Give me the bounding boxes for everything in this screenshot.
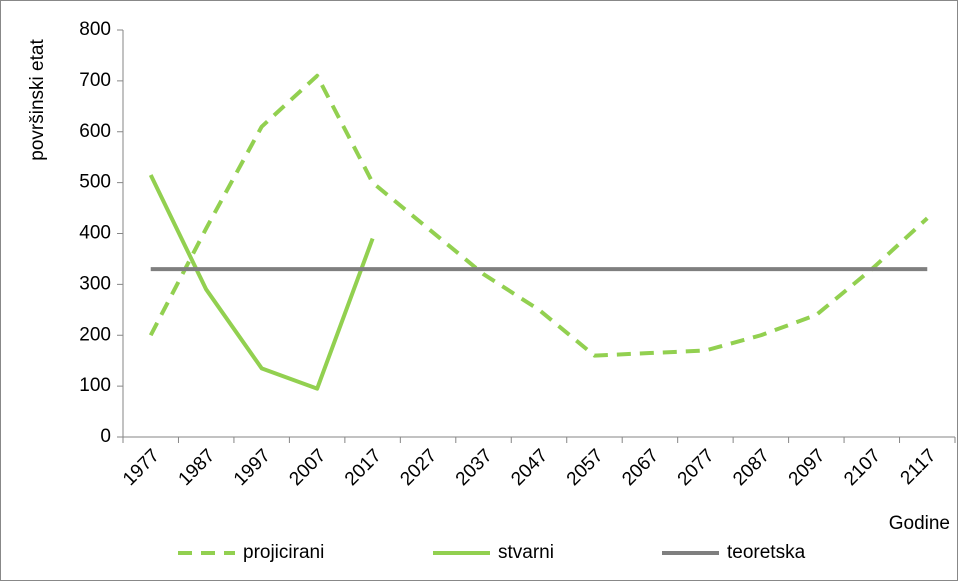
- y-tick-label: 800: [79, 19, 111, 40]
- legend-label: stvarni: [498, 542, 554, 563]
- series-line: [148, 174, 375, 391]
- x-axis-label: Godine: [889, 513, 950, 534]
- y-axis-label: površinski etat: [27, 39, 48, 161]
- y-tick-label: 0: [100, 426, 111, 447]
- y-tick-label: 200: [79, 324, 111, 345]
- y-tick-label: 400: [79, 223, 111, 244]
- y-tick-label: 300: [79, 273, 111, 294]
- y-tick-label: 600: [79, 121, 111, 142]
- legend-label: teoretska: [727, 542, 806, 563]
- legend-label: projicirani: [243, 542, 324, 563]
- series-line: [148, 73, 929, 358]
- y-tick-label: 500: [79, 172, 111, 193]
- y-tick-label: 700: [79, 70, 111, 91]
- y-tick-label: 100: [79, 375, 111, 396]
